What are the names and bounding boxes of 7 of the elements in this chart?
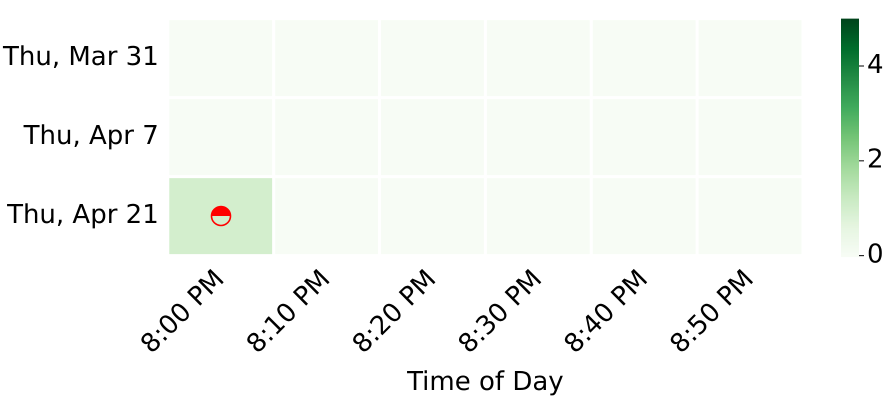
y-tick-label: Thu, Mar 31 (2, 42, 159, 72)
y-tick-label: Thu, Apr 7 (22, 120, 159, 151)
x-axis-title: Time of Day (406, 367, 564, 398)
color-bar-label: 0 (867, 239, 884, 270)
color-bar-label: 2 (867, 144, 884, 175)
color-bar-label: 4 (867, 50, 884, 80)
y-tick-label: Thu, Apr 21 (6, 200, 159, 230)
